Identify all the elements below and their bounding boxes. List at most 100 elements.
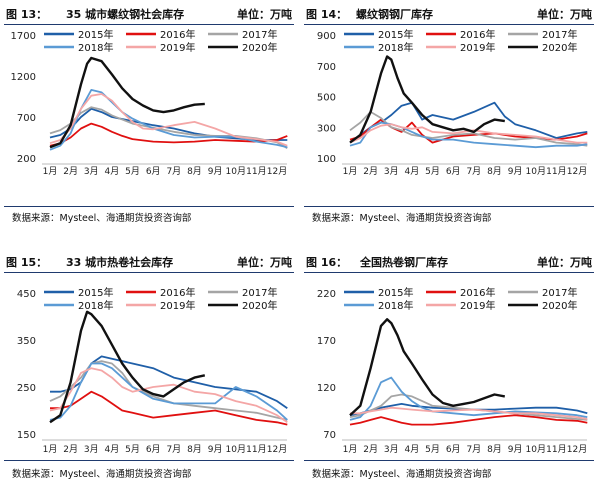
x-tick-label: 2月: [63, 166, 78, 177]
source-rule: [4, 206, 294, 207]
x-tick-label: 7月: [466, 166, 481, 177]
chart-panel-15: 图 15： 33 城市热卷社会库存 单位：万吨 150 250 350 450 1月 2月…: [2, 248, 298, 490]
source-note: 数据来源：Mysteel、海通期货投资咨询部: [312, 213, 492, 224]
series-line-2020年: [349, 55, 505, 144]
y-tick-label: 500: [317, 93, 336, 104]
x-tick-label: 11月: [546, 444, 566, 455]
legend-item: 2020年: [508, 299, 577, 312]
series-line-2018年: [349, 121, 588, 149]
series-line-2016年: [349, 118, 588, 144]
legend-item: 2017年: [508, 286, 577, 299]
series-line-2016年: [49, 122, 288, 147]
y-tick-label: 900: [317, 31, 336, 42]
legend-item: 2018年: [44, 41, 113, 54]
legend-label: 2016年: [160, 286, 195, 299]
unit-label: 单位：万吨: [537, 8, 592, 21]
source-rule: [304, 460, 594, 461]
series-line-2016年: [349, 414, 588, 426]
x-tick-label: 2月: [363, 166, 378, 177]
x-tick-label: 8月: [187, 166, 202, 177]
series-line-2016年: [50, 390, 288, 426]
source-note: 数据来源：Mysteel、海通期货投资咨询部: [12, 469, 192, 480]
x-tick-label: 11月: [546, 166, 566, 177]
y-tick-label: 170: [317, 336, 336, 347]
y-tick-label: 250: [17, 383, 36, 394]
source-note: 数据来源：Mysteel、海通期货投资咨询部: [12, 213, 192, 224]
x-tick-label: 4月: [405, 166, 420, 177]
x-tick-label: 7月: [166, 166, 181, 177]
chart-title: 33 城市热卷社会库存: [66, 256, 174, 269]
series-line-2018年: [349, 376, 588, 421]
x-tick-label: 7月: [466, 444, 481, 455]
caption-rule: [4, 24, 294, 25]
y-tick-label: 300: [317, 123, 336, 134]
legend-item: 2020年: [208, 299, 277, 312]
x-tick-label: 3月: [384, 444, 399, 455]
series-line-2019年: [49, 93, 288, 147]
x-tick-label: 5月: [125, 166, 140, 177]
chart-panel-14: 图 14： 螺纹钢钢厂库存 单位：万吨 100 300 500 700 900 1月 2月 3…: [302, 0, 598, 242]
legend-label: 2019年: [160, 299, 195, 312]
line-chart: 150 250 350 450 1月 2月 3月 4月 5月 6月 7月 8月 9月 10月 11月 12月 2…: [17, 286, 288, 455]
x-tick-label: 10月: [226, 166, 246, 177]
y-tick-label: 1700: [11, 31, 36, 42]
legend-item: 2017年: [208, 28, 277, 41]
legend-item: 2018年: [344, 299, 413, 312]
legend-item: 2019年: [126, 299, 195, 312]
x-tick-label: 10月: [526, 444, 546, 455]
chart-panel-13: 图 13： 35 城市螺纹钢社会库存 单位：万吨 200 700 1200 1700 1…: [2, 0, 298, 242]
series-line-2017年: [349, 393, 588, 421]
legend-item: 2015年: [344, 28, 413, 41]
legend-item: 2016年: [126, 286, 195, 299]
x-tick-label: 1月: [43, 166, 58, 177]
legend-label: 2020年: [242, 299, 277, 312]
x-tick-label: 1月: [343, 444, 358, 455]
source-rule: [304, 206, 594, 207]
x-tick-label: 5月: [425, 166, 440, 177]
caption: 图 16： 全国热卷钢厂库存 单位：万吨: [304, 252, 596, 270]
legend-label: 2018年: [78, 41, 113, 54]
x-tick-label: 11月: [246, 444, 266, 455]
x-tick-label: 9月: [208, 444, 223, 455]
caption-rule: [304, 272, 594, 273]
x-tick-label: 2月: [363, 444, 378, 455]
legend-item: 2019年: [126, 41, 195, 54]
legend-item: 2016年: [126, 28, 195, 41]
figure-number: 图 15：: [6, 256, 48, 269]
legend-item: 2020年: [508, 41, 577, 54]
legend-item: 2017年: [208, 286, 277, 299]
chart-title: 全国热卷钢厂库存: [360, 256, 448, 269]
caption-rule: [4, 272, 294, 273]
caption-rule: [304, 24, 594, 25]
legend-label: 2020年: [242, 41, 277, 54]
legend-label: 2016年: [460, 286, 495, 299]
series-line-2020年: [49, 310, 206, 424]
x-tick-label: 9月: [508, 166, 523, 177]
legend-item: 2019年: [426, 41, 495, 54]
x-tick-label: 3月: [84, 444, 99, 455]
x-tick-label: 1月: [43, 444, 58, 455]
legend-item: 2017年: [508, 28, 577, 41]
legend-label: 2015年: [78, 28, 113, 41]
x-tick-label: 11月: [246, 166, 266, 177]
series-line-2020年: [349, 318, 506, 417]
x-tick-label: 12月: [567, 444, 587, 455]
x-tick-label: 12月: [267, 166, 287, 177]
unit-label: 单位：万吨: [537, 256, 592, 269]
series-line-2015年: [49, 107, 288, 141]
legend-label: 2016年: [460, 28, 495, 41]
legend-item: 2020年: [208, 41, 277, 54]
x-tick-label: 9月: [508, 444, 523, 455]
source-note: 数据来源：Mysteel、海通期货投资咨询部: [312, 469, 492, 480]
legend-item: 2015年: [44, 28, 113, 41]
legend-item: 2015年: [344, 286, 413, 299]
series-line-2017年: [349, 111, 588, 147]
legend-label: 2017年: [542, 28, 577, 41]
y-tick-label: 200: [17, 154, 36, 165]
figure-number: 图 16：: [306, 256, 348, 269]
legend-label: 2015年: [378, 286, 413, 299]
legend-item: 2018年: [44, 299, 113, 312]
legend-label: 2019年: [460, 41, 495, 54]
x-tick-label: 8月: [187, 444, 202, 455]
x-tick-label: 6月: [446, 444, 461, 455]
